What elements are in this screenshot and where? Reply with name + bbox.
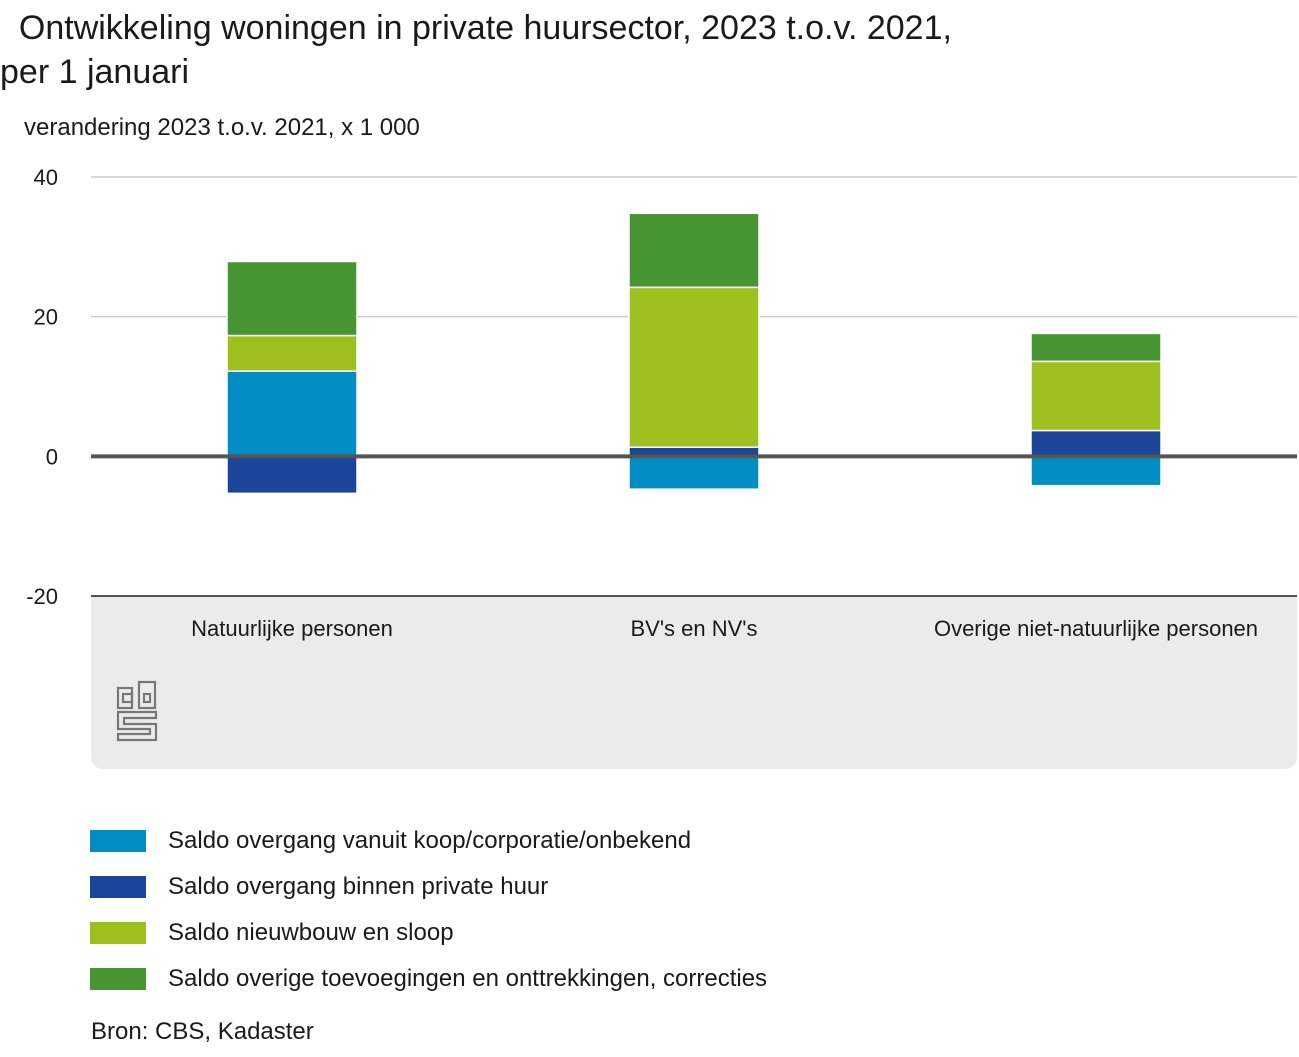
y-axis-label: verandering 2023 t.o.v. 2021, x 1 000 [24, 114, 420, 141]
bar-segment [226, 260, 358, 337]
x-category-labels: Natuurlijke personen BV's en NV's Overige … [191, 616, 1258, 641]
x-category-label: BV's en NV's [630, 616, 757, 641]
category-panel-top [91, 596, 1297, 616]
bar-segment [226, 455, 358, 495]
axes [91, 454, 1297, 597]
bar-segment [1030, 455, 1162, 487]
bar-chart: 40 20 0 -20 Natuurlijke personen BV's en NV'… [26, 165, 1297, 769]
source-note: Bron: CBS, Kadaster [91, 1018, 314, 1045]
legend-swatch [90, 922, 146, 944]
y-tick-label: 40 [34, 165, 58, 190]
bar-segment [628, 455, 760, 490]
legend-item: Saldo overgang binnen private huur [90, 864, 767, 910]
bar-segment [1030, 429, 1162, 458]
x-category-label: Overige niet-natuurlijke personen [934, 616, 1258, 641]
bar-segment [226, 370, 358, 458]
legend-label: Saldo overige toevoegingen en onttrekkin… [168, 965, 768, 992]
title-line-1: Ontwikkeling woningen in private huursec… [0, 9, 952, 47]
x-category-label: Natuurlijke personen [191, 616, 393, 641]
legend-item: Saldo overgang vanuit koop/corporatie/on… [90, 818, 767, 864]
y-ticks: 40 20 0 -20 [26, 165, 58, 609]
y-tick-label: 20 [34, 305, 58, 330]
legend: Saldo overgang vanuit koop/corporatie/on… [90, 818, 767, 1002]
chart-title: Ontwikkeling woningen in private huursec… [0, 6, 952, 94]
legend-item: Saldo nieuwbouw en sloop [90, 910, 767, 956]
legend-label: Saldo overgang vanuit koop/corporatie/on… [168, 827, 692, 854]
bar-segment [226, 334, 358, 372]
legend-swatch [90, 876, 146, 898]
bar-segment [1030, 332, 1162, 363]
bar-segment [628, 286, 760, 449]
legend-label: Saldo nieuwbouw en sloop [168, 919, 454, 946]
legend-swatch [90, 830, 146, 852]
bar-segment [1030, 360, 1162, 432]
legend-item: Saldo overige toevoegingen en onttrekkin… [90, 956, 767, 1002]
legend-label: Saldo overgang binnen private huur [168, 873, 549, 900]
cbs-logo-icon [116, 680, 158, 742]
legend-swatch [90, 968, 146, 990]
y-tick-label: -20 [26, 584, 58, 609]
category-panel [91, 596, 1297, 769]
bar-segment [628, 212, 760, 289]
y-tick-label: 0 [46, 444, 58, 469]
bars [226, 212, 1162, 495]
title-line-2: per 1 januari [0, 53, 190, 91]
